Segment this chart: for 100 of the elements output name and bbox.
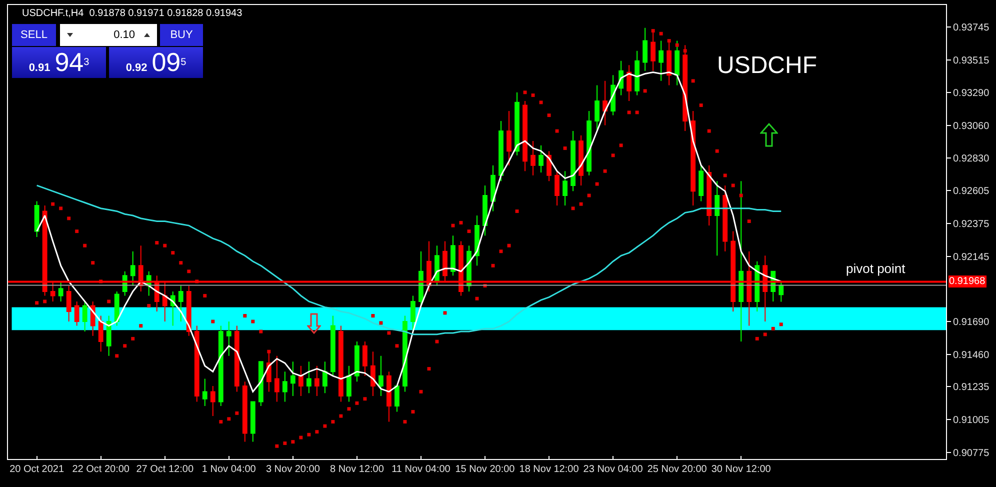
y-tick-label: 0.92375 xyxy=(953,218,990,230)
candlestick xyxy=(362,341,368,376)
x-tick-label: 23 Nov 04:00 xyxy=(583,464,644,475)
candlestick xyxy=(658,40,664,82)
annotation: USDCHF xyxy=(717,52,817,79)
candlestick xyxy=(738,180,744,342)
candlestick xyxy=(74,300,80,326)
candlestick xyxy=(570,130,576,192)
candlestick xyxy=(234,325,240,392)
candlestick xyxy=(82,300,88,332)
candlestick xyxy=(778,280,784,302)
x-tick-label: 11 Nov 04:00 xyxy=(392,464,451,475)
candlestick xyxy=(514,92,520,156)
y-tick-label: 0.92605 xyxy=(953,186,990,197)
candlestick xyxy=(706,164,712,226)
candlestick xyxy=(306,361,312,394)
x-tick-label: 22 Oct 20:00 xyxy=(72,464,130,475)
candlestick xyxy=(114,290,120,326)
annotation: 0.92 xyxy=(126,62,148,74)
candlestick xyxy=(690,110,696,206)
candlestick xyxy=(562,170,568,206)
candlestick xyxy=(498,120,504,182)
candlestick xyxy=(586,110,592,176)
candlestick xyxy=(674,40,680,86)
chart-title: USDCHF.t,H4 0.91878 0.91971 0.91828 0.91943 xyxy=(22,8,242,19)
candlestick xyxy=(330,315,336,376)
candlestick xyxy=(410,295,416,332)
candlestick xyxy=(370,351,376,396)
candlestick xyxy=(490,164,496,212)
candlestick xyxy=(242,381,248,442)
candlestick xyxy=(554,170,560,206)
candlestick xyxy=(522,100,528,172)
y-tick-label: 0.93060 xyxy=(953,120,990,132)
y-tick-label: 0.91460 xyxy=(953,350,990,361)
x-tick-label: 15 Nov 20:00 xyxy=(455,464,516,475)
candlestick xyxy=(602,80,608,126)
candlestick xyxy=(210,385,216,417)
line-series xyxy=(36,184,782,336)
candlestick xyxy=(346,365,352,402)
candlestick xyxy=(130,250,136,286)
candlestick xyxy=(250,401,256,442)
x-tick-label: 8 Nov 12:00 xyxy=(330,464,384,475)
candlestick xyxy=(66,285,72,322)
y-tick-label: 0.93515 xyxy=(953,56,990,67)
candlestick xyxy=(386,371,392,422)
candlestick xyxy=(258,361,264,407)
candlestick xyxy=(218,325,224,407)
x-tick-label: 18 Nov 12:00 xyxy=(519,464,580,475)
annotation: pivot point xyxy=(846,261,906,276)
candlestick xyxy=(314,365,320,396)
candlestick xyxy=(450,235,456,276)
annotation: BUY xyxy=(160,24,203,46)
x-tick-label: 27 Oct 12:00 xyxy=(136,464,194,475)
number-field: 0.10 xyxy=(60,24,157,46)
candlestick xyxy=(186,285,192,336)
candlestick xyxy=(106,315,112,356)
candlestick xyxy=(290,361,296,396)
candlestick xyxy=(338,325,344,402)
candlestick xyxy=(282,371,288,402)
ref-line-label: 0.91968 xyxy=(949,276,986,287)
candlestick xyxy=(298,365,304,396)
annotation: 0.91 xyxy=(28,62,50,74)
y-tick-label: 0.91235 xyxy=(953,382,990,394)
candlestick xyxy=(274,355,280,402)
y-tick-label: 0.91005 xyxy=(953,415,990,426)
candlestick xyxy=(98,315,104,352)
y-tick-label: 0.91690 xyxy=(953,317,990,328)
x-tick-label: 25 Nov 20:00 xyxy=(647,464,708,475)
candlestick xyxy=(666,40,672,86)
candlestick xyxy=(90,300,96,336)
candlestick xyxy=(578,134,584,186)
candlestick xyxy=(322,361,328,394)
annotation: 5 xyxy=(180,57,186,68)
candlestick xyxy=(34,200,40,238)
candlestick xyxy=(682,44,688,132)
y-tick-label: 0.93290 xyxy=(953,88,990,99)
candlestick xyxy=(626,64,632,102)
candlestick xyxy=(506,110,512,166)
annotation: 94 xyxy=(54,47,84,77)
y-tick-label: 0.93745 xyxy=(953,22,990,34)
y-tick-label: 0.90775 xyxy=(953,448,990,460)
candlestick xyxy=(226,321,232,356)
annotation: 3 xyxy=(84,57,90,68)
candlestick xyxy=(714,180,720,256)
y-tick-label: 0.92830 xyxy=(953,154,990,165)
x-tick-label: 1 Nov 04:00 xyxy=(202,464,256,475)
y-tick-label: 0.92145 xyxy=(953,252,990,263)
candlestick xyxy=(538,144,544,174)
x-tick-label: 30 Nov 12:00 xyxy=(711,464,772,475)
candlestick xyxy=(178,285,184,322)
candlestick xyxy=(642,27,648,72)
candlestick xyxy=(58,280,64,302)
candlestick xyxy=(650,30,656,72)
candlestick xyxy=(202,378,208,407)
x-tick-label: 20 Oct 2021 xyxy=(10,464,64,475)
line-series xyxy=(36,72,782,392)
annotation: SELL xyxy=(12,24,56,46)
candlestick xyxy=(698,164,704,202)
candlestick xyxy=(394,385,400,412)
annotation: 09 xyxy=(152,47,181,77)
